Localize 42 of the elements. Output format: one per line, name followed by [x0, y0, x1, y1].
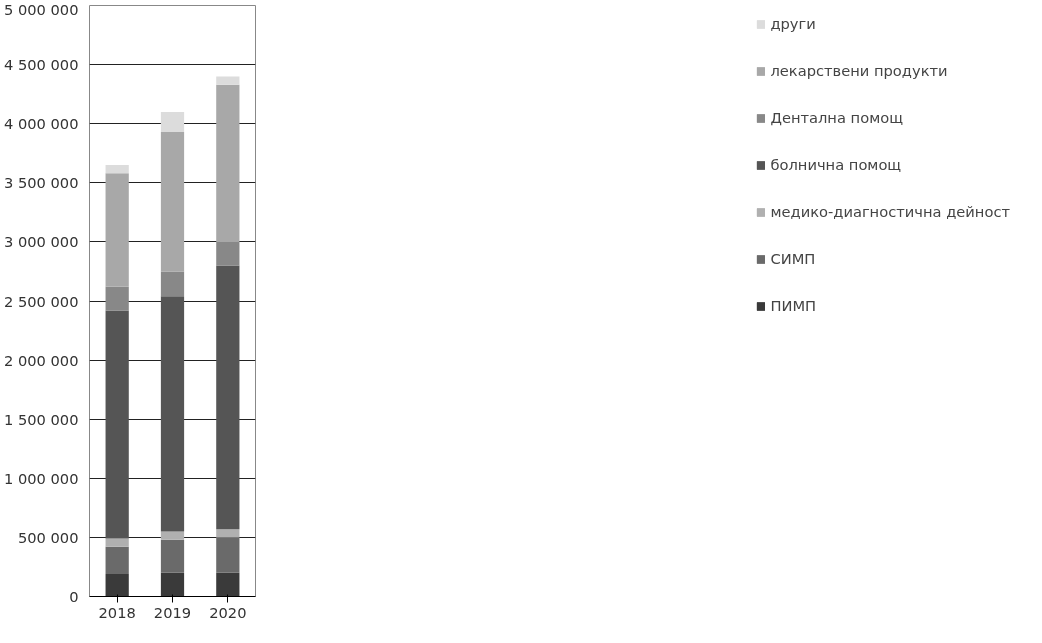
bar	[160, 271, 185, 297]
bar	[105, 286, 129, 311]
bar	[105, 310, 129, 539]
bar	[216, 265, 240, 530]
bar	[105, 173, 129, 287]
y-tick-label: 3 000 000	[3, 233, 79, 251]
bar	[160, 131, 185, 272]
y-tick-label: 2 500 000	[3, 292, 79, 310]
y-tick-label: 3 500 000	[3, 174, 79, 192]
legend-label: други	[770, 15, 816, 32]
legend-label: ПИМП	[770, 297, 817, 314]
y-tick-label: 1 000 000	[3, 469, 79, 487]
bar	[216, 529, 240, 538]
x-tick-label: 2018	[98, 603, 136, 621]
bar	[160, 572, 185, 597]
bar	[216, 537, 240, 573]
legend-label: лекарствени продукти	[770, 62, 948, 79]
bar	[216, 241, 240, 266]
y-tick-label: 2 000 000	[3, 351, 79, 369]
bar	[105, 165, 129, 174]
y-tick-label: 1 500 000	[3, 410, 79, 428]
y-tick-label: 4 500 000	[3, 56, 79, 74]
bar	[105, 574, 129, 597]
x-tick-label: 2019	[153, 603, 192, 621]
bar	[160, 531, 185, 540]
bar	[216, 572, 240, 597]
x-tick-label: 2020	[209, 603, 247, 621]
legend-label: СИМП	[770, 250, 816, 267]
legend-label: болнична помощ	[770, 156, 902, 173]
bar	[216, 76, 240, 85]
bar	[160, 111, 185, 132]
y-tick-label: 4 000 000	[3, 115, 79, 133]
bar	[160, 539, 185, 573]
y-tick-label: 0	[69, 588, 79, 605]
bar	[105, 538, 129, 547]
legend-label: медико-диагностична дейност	[770, 203, 1010, 220]
y-tick-label: 500 000	[17, 528, 79, 546]
legend-label: Дентална помощ	[770, 109, 903, 126]
bar	[160, 296, 185, 532]
bar	[105, 546, 129, 575]
bar	[216, 84, 240, 242]
y-tick-label: 5 000 000	[3, 0, 79, 18]
